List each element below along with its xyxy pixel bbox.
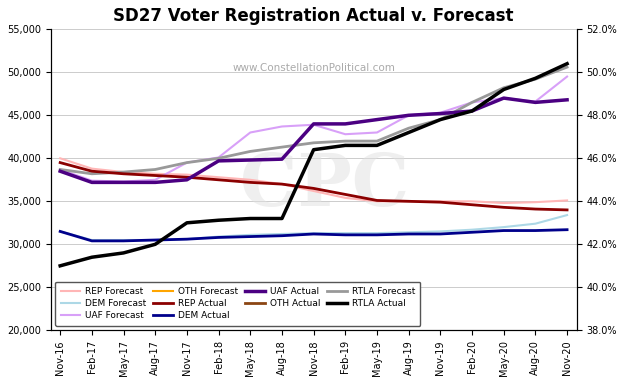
Title: SD27 Voter Registration Actual v. Forecast: SD27 Voter Registration Actual v. Foreca…	[114, 7, 514, 25]
Text: CPC: CPC	[240, 150, 409, 221]
Text: www.ConstellationPolitical.com: www.ConstellationPolitical.com	[232, 64, 395, 74]
Legend: REP Forecast, DEM Forecast, UAF Forecast, OTH Forecast, REP Actual, DEM Actual, : REP Forecast, DEM Forecast, UAF Forecast…	[55, 282, 421, 326]
